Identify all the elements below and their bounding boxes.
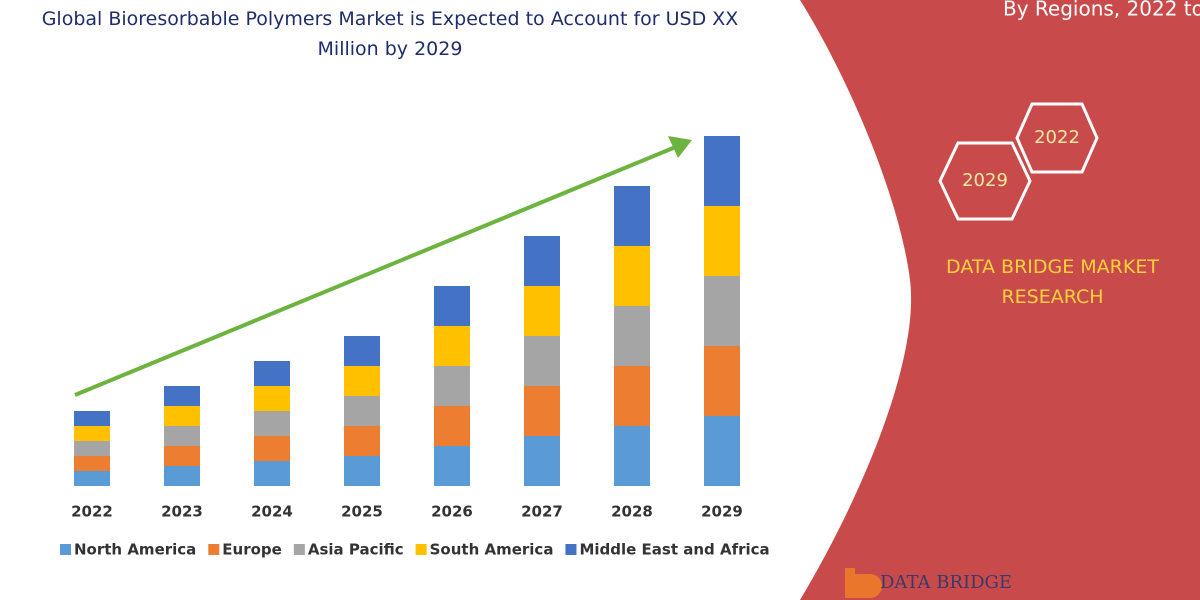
bar-segment (704, 346, 740, 416)
arrow-head (668, 136, 692, 158)
bar-segment (524, 236, 560, 286)
bar-segment (74, 426, 110, 441)
hexagon (938, 141, 1032, 221)
x-tick-label: 2023 (161, 503, 203, 521)
subtitle: By Regions, 2022 to 2029 (1003, 0, 1200, 21)
bar-segment (704, 416, 740, 486)
bar-segment (344, 336, 380, 366)
bar-segment (74, 456, 110, 471)
bar-segment (434, 286, 470, 326)
bar-segment (704, 206, 740, 276)
legend-swatch (60, 544, 71, 555)
legend-label: North America (74, 541, 196, 559)
x-tick-label: 2024 (251, 503, 293, 521)
bar-segment (254, 386, 290, 411)
bar-segment (614, 246, 650, 306)
side-panel (800, 0, 1200, 600)
bar-segment (704, 276, 740, 346)
bar-segment (74, 471, 110, 486)
bar-segment (344, 366, 380, 396)
hexagon-label: 2022 (1034, 127, 1080, 148)
bar-segment (164, 386, 200, 406)
bar-segment (254, 411, 290, 436)
bar-segment (344, 396, 380, 426)
bar-segment (254, 361, 290, 386)
bar-segment (434, 446, 470, 486)
legend-swatch (208, 544, 220, 555)
bar-segment (614, 306, 650, 366)
chart-title: Global Bioresorbable Polymers Market is … (41, 8, 739, 60)
bar-segment (164, 446, 200, 466)
x-tick-label: 2022 (71, 503, 113, 521)
legend-swatch (565, 544, 577, 555)
legend-label: South America (430, 541, 554, 559)
bar-segment (164, 466, 200, 486)
bar-segment (434, 326, 470, 366)
bar-segment (434, 406, 470, 446)
legend-swatch (293, 544, 305, 555)
bar-segment (524, 436, 560, 486)
trend-arrow (74, 144, 679, 397)
bar-segment (164, 426, 200, 446)
bar-segment (434, 366, 470, 406)
bar-segment (344, 426, 380, 456)
bar-segment (704, 136, 740, 206)
x-tick-label: 2025 (341, 503, 383, 521)
bar-segment (74, 441, 110, 456)
logo-icon (845, 568, 882, 598)
legend-label: Europe (222, 541, 282, 559)
x-tick-label: 2029 (701, 503, 743, 521)
legend-label: Asia Pacific (308, 541, 404, 559)
bar-segment (74, 411, 110, 426)
logo-text: DATA BRIDGE (880, 572, 1012, 593)
bar-segment (344, 456, 380, 486)
x-tick-label: 2028 (611, 503, 653, 521)
hexagon-label: 2029 (962, 170, 1008, 191)
brand: DATA BRIDGE MARKET RESEARCH (946, 256, 1159, 308)
bar-segment (254, 461, 290, 486)
bar-segment (614, 186, 650, 246)
x-tick-label: 2026 (431, 503, 473, 521)
bar-segment (614, 366, 650, 426)
bar-segment (524, 386, 560, 436)
legend-label: Middle East and Africa (579, 541, 769, 559)
legend-swatch (415, 544, 427, 555)
bar-segment (524, 286, 560, 336)
bar-segment (614, 426, 650, 486)
brand-box: DATA BRIDGE MARKET RESEARCH (946, 256, 1159, 308)
x-tick-label: 2027 (521, 503, 563, 521)
hexagon (1015, 102, 1099, 174)
bar-segment (254, 436, 290, 461)
bar-segment (524, 336, 560, 386)
bar-segment (164, 406, 200, 426)
